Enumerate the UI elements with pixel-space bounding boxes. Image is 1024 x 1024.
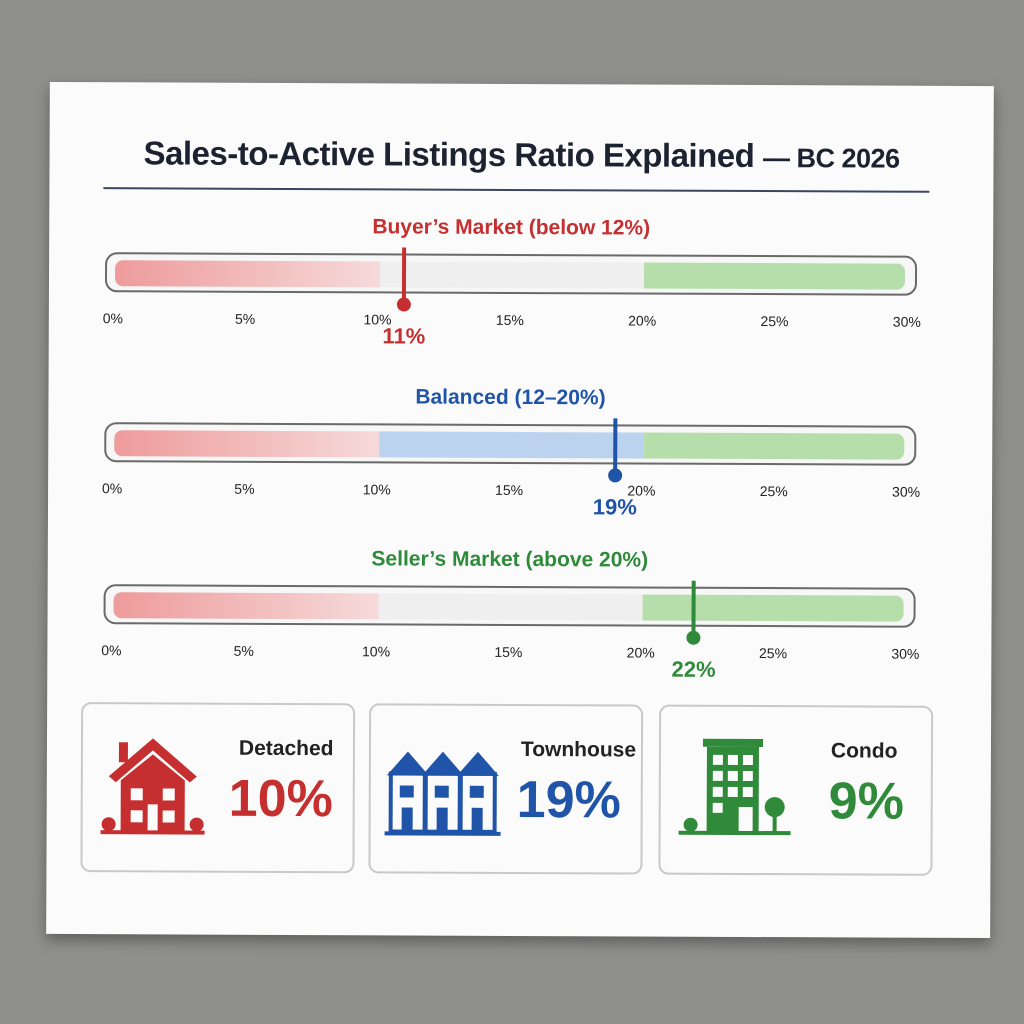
zone-sellers xyxy=(644,262,906,290)
tick-label: 15% xyxy=(495,311,524,329)
gauge-label: Seller’s Market (above 20%) xyxy=(371,547,649,572)
title-suffix: — BC 2026 xyxy=(762,143,900,174)
title-divider xyxy=(103,187,930,193)
condo-building-icon xyxy=(678,738,791,836)
gauge-sellers-market: Seller’s Market (above 20%) 0% 5% 10% 15… xyxy=(101,546,919,682)
property-card-condo: Condo 9% xyxy=(658,704,934,876)
tick-label: 15% xyxy=(494,643,523,661)
gauge-balanced: Balanced (12–20%) 0% 5% 10% 15% 20% 25% … xyxy=(101,384,920,520)
gauge-ticks: 0% 5% 10% 15% 20% 25% 30% xyxy=(101,480,920,504)
zone-buyers xyxy=(114,430,379,458)
zone-balanced xyxy=(378,593,643,621)
marker-dot xyxy=(396,297,412,312)
gauge-track xyxy=(103,584,916,628)
tick-label: 5% xyxy=(235,310,256,327)
gauge-ticks: 0% 5% 10% 15% 20% 25% 30% xyxy=(102,310,921,334)
tick-label: 10% xyxy=(361,643,391,660)
zone-sellers xyxy=(643,432,905,460)
house-icon xyxy=(100,738,205,835)
marker-value: 19% xyxy=(592,494,637,520)
card-value: 10% xyxy=(228,769,333,829)
tick-label: 20% xyxy=(628,312,657,329)
page-title: Sales-to-Active Listings Ratio Explained… xyxy=(49,134,993,176)
gauge-ticks: 0% 5% 10% 15% 20% 25% 30% xyxy=(101,642,919,666)
tick-label: 5% xyxy=(234,480,255,497)
property-card-detached: Detached 10% xyxy=(80,702,356,874)
tick-label: 25% xyxy=(760,313,789,330)
gauge-label: Balanced (12–20%) xyxy=(415,385,606,410)
marker-dot xyxy=(607,468,623,483)
gauge-label: Buyer’s Market (below 12%) xyxy=(372,215,651,240)
zone-buyers xyxy=(114,260,380,288)
tick-label: 25% xyxy=(759,483,788,500)
marker-line xyxy=(402,247,407,304)
tick-label: 5% xyxy=(233,642,254,659)
tick-label: 30% xyxy=(892,483,921,500)
zone-buyers xyxy=(113,592,379,620)
zone-balanced xyxy=(378,431,644,459)
townhouse-icon xyxy=(384,751,501,836)
gauge-buyers-market: Buyer’s Market (below 12%) 0% 5% 10% 15%… xyxy=(102,214,921,348)
card-value: 9% xyxy=(828,772,905,831)
gauge-track xyxy=(104,252,918,296)
card-name: Townhouse xyxy=(520,738,637,762)
marker-value: 11% xyxy=(382,323,426,349)
tick-label: 30% xyxy=(892,313,921,330)
gauge-track xyxy=(104,422,917,466)
tick-label: 20% xyxy=(626,644,655,661)
card-value: 19% xyxy=(516,770,621,830)
tick-label: 0% xyxy=(101,642,122,659)
tick-label: 10% xyxy=(362,481,391,498)
infographic-card: Sales-to-Active Listings Ratio Explained… xyxy=(46,81,994,939)
tick-label: 0% xyxy=(101,480,123,497)
tick-label: 0% xyxy=(102,310,123,327)
card-name: Detached xyxy=(238,736,334,761)
zone-balanced xyxy=(379,261,645,289)
property-card-townhouse: Townhouse 19% xyxy=(368,703,644,875)
tick-label: 15% xyxy=(495,481,524,499)
tick-label: 30% xyxy=(891,645,920,662)
title-main: Sales-to-Active Listings Ratio Explained xyxy=(143,134,755,175)
zone-sellers xyxy=(642,594,904,622)
marker-dot xyxy=(686,630,701,645)
marker-value: 22% xyxy=(671,656,716,682)
marker-line xyxy=(613,418,618,475)
tick-label: 25% xyxy=(758,645,788,662)
marker-line xyxy=(691,580,696,637)
card-name: Condo xyxy=(830,739,898,763)
